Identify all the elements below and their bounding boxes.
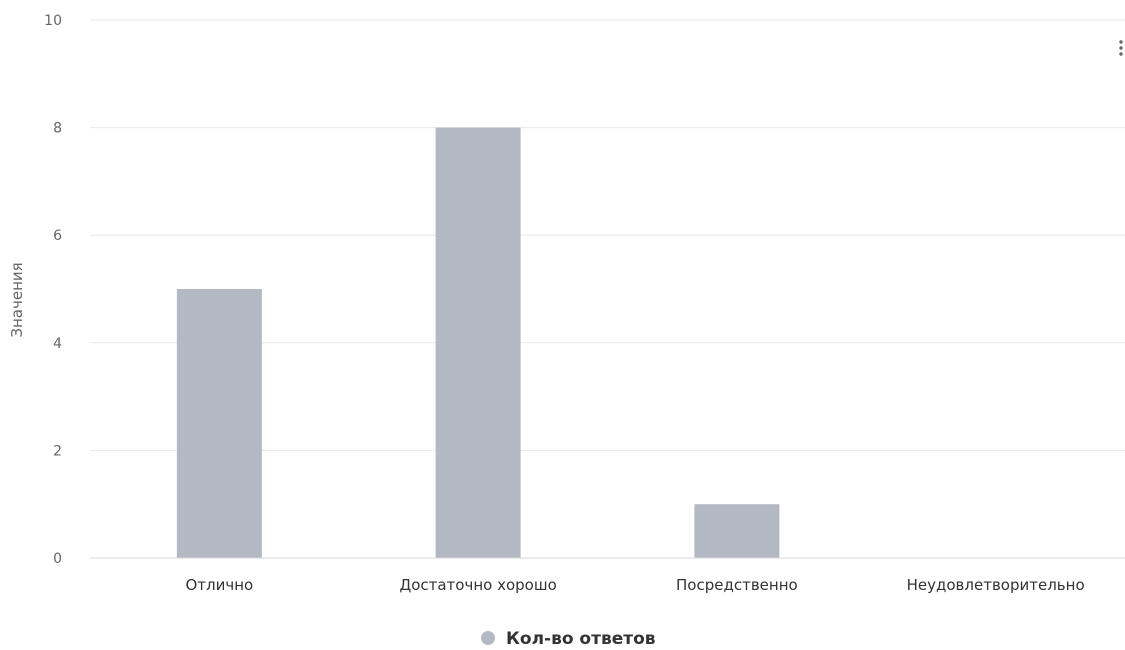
legend[interactable]: Кол-во ответов [481,629,656,649]
x-tick-label: Неудовлетворительно [907,576,1085,594]
y-tick-label: 0 [53,551,62,567]
bar[interactable] [176,289,262,558]
bar[interactable] [435,127,521,558]
x-tick-label: Отлично [186,576,254,594]
grid-lines [90,19,1125,451]
y-tick-label: 10 [44,13,62,29]
x-tick-label: Посредственно [676,576,798,594]
y-tick-label: 8 [53,121,62,137]
legend-swatch [481,631,495,645]
context-menu-icon[interactable] [1119,40,1123,56]
bar[interactable] [694,504,780,558]
y-tick-label: 2 [53,443,62,459]
x-axis-ticks: Отлично Достаточно хорошо Посредственно Неу… [186,576,1085,594]
x-tick-label: Достаточно хорошо [399,576,556,594]
y-tick-label: 6 [53,228,62,244]
y-axis-ticks: 0 2 4 6 8 10 [44,13,62,567]
y-axis-title: Значения [8,262,26,337]
legend-label: Кол-во ответов [506,629,656,649]
bars [176,127,780,558]
y-tick-label: 4 [53,336,62,352]
